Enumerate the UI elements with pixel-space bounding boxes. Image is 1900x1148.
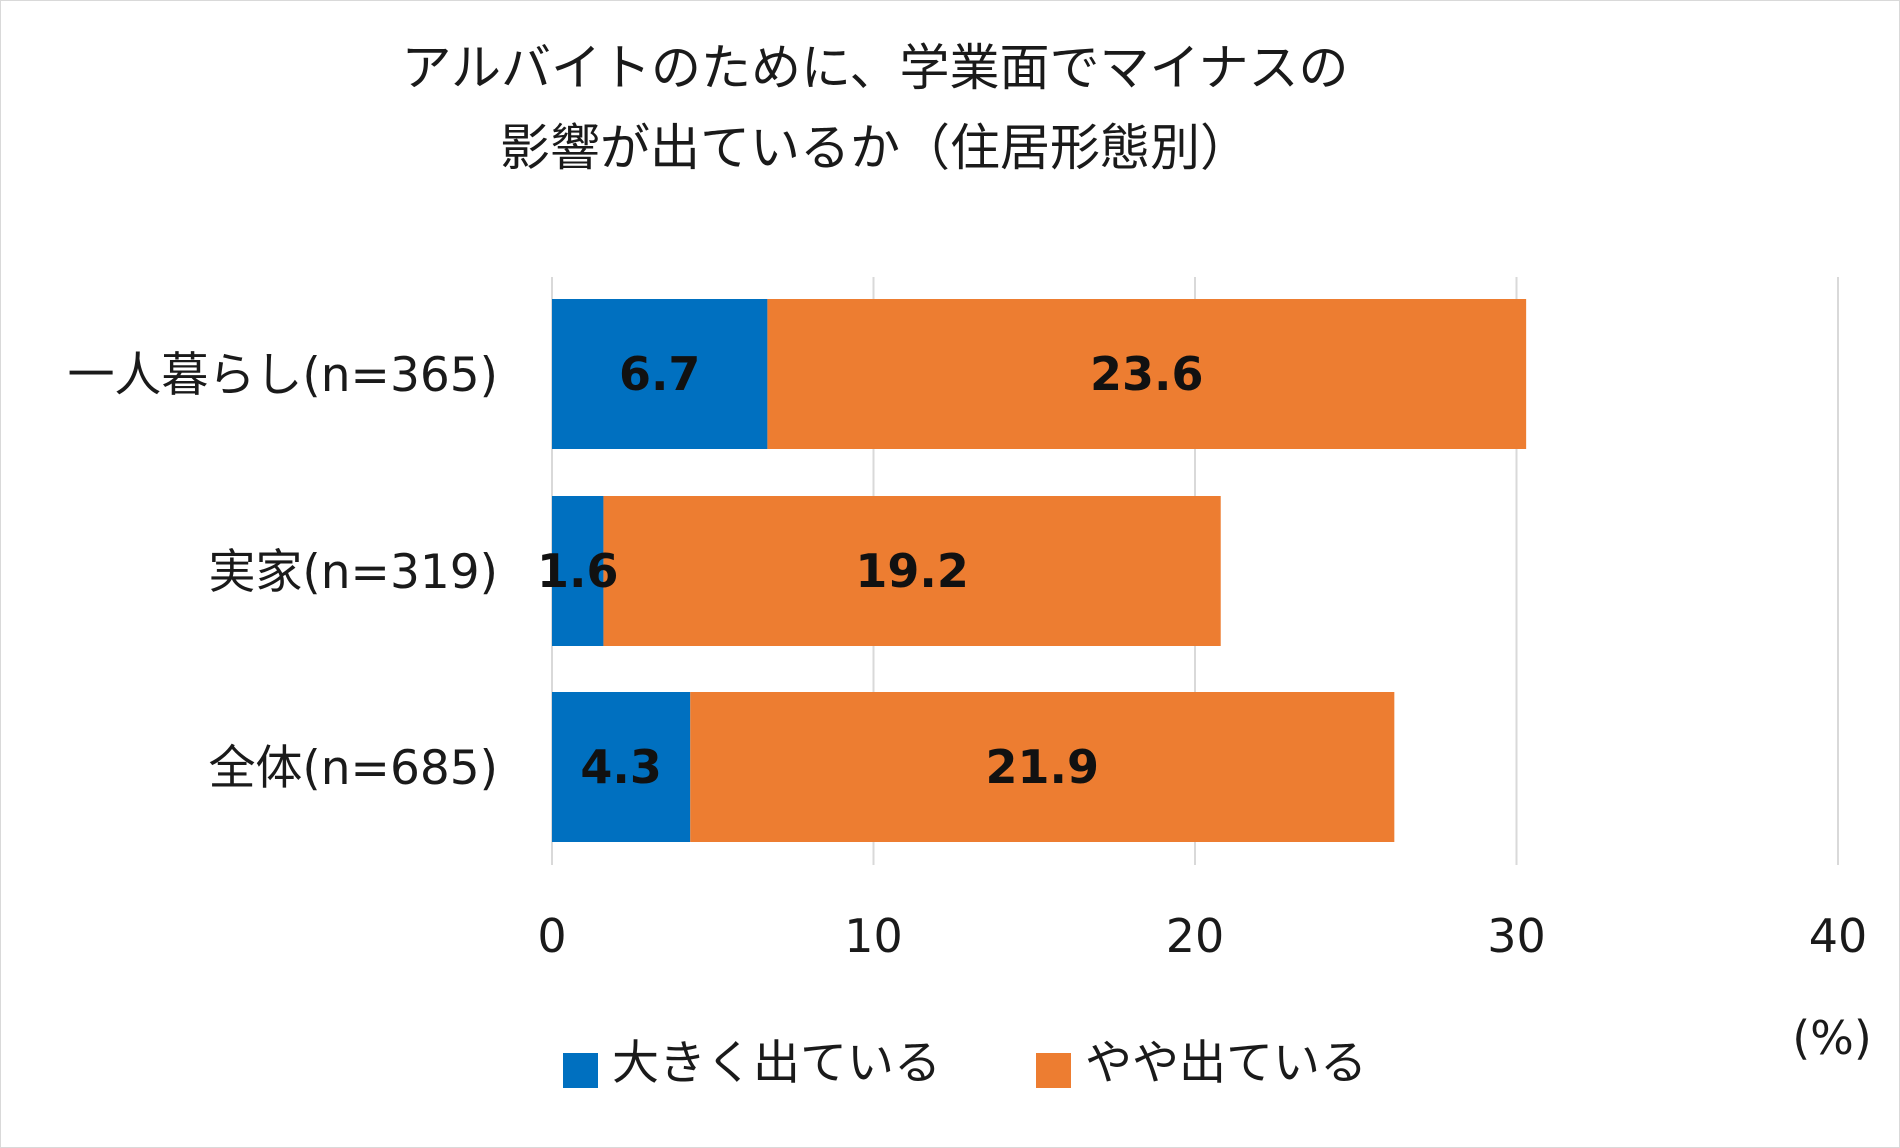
- category-label-0: 一人暮らし(n=365): [67, 348, 498, 403]
- x-tick-label-2: 20: [1166, 909, 1225, 963]
- data-label-2-series-0: 4.3: [580, 740, 662, 794]
- data-label-1-series-1: 19.2: [855, 544, 969, 598]
- bar-0-series-0: [552, 299, 768, 449]
- data-label-0-series-0: 6.7: [619, 347, 701, 401]
- x-tick-label-4: 40: [1809, 909, 1868, 963]
- bar-1-series-1: [603, 496, 1221, 646]
- x-tick-label-3: 30: [1487, 909, 1546, 963]
- x-tick-labels: 0 10 20 30 40: [537, 909, 1867, 963]
- data-label-0-series-1: 23.6: [1090, 347, 1204, 401]
- bar-1-series-0: [552, 496, 604, 646]
- legend-swatch-slight: [1036, 1053, 1071, 1088]
- data-label-1-series-0: 1.6: [537, 544, 619, 598]
- category-label-2: 全体(n=685): [208, 741, 498, 796]
- bar-2-series-1: [690, 692, 1395, 842]
- x-tick-label-1: 10: [844, 909, 903, 963]
- legend-label-large: 大きく出ている: [612, 1036, 941, 1091]
- chart-title-line-2: 影響が出ているか（住居形態別）: [500, 119, 1250, 177]
- category-label-1: 実家(n=319): [208, 545, 498, 600]
- bars: 6.7 23.6 1.6 19.2 4.3 21.9: [537, 299, 1527, 842]
- bar-2-series-0: [552, 692, 691, 842]
- category-labels: 一人暮らし(n=365) 実家(n=319) 全体(n=685): [67, 348, 498, 796]
- x-tick-label-0: 0: [537, 909, 566, 963]
- unit-label: (%): [1792, 1011, 1872, 1065]
- bar-0-series-1: [767, 299, 1527, 449]
- legend-label-slight: やや出ている: [1085, 1036, 1367, 1091]
- legend: 大きく出ている やや出ている: [563, 1036, 1367, 1091]
- chart-title-line-1: アルバイトのために、学業面でマイナスの: [402, 39, 1349, 97]
- data-label-2-series-1: 21.9: [986, 740, 1100, 794]
- legend-swatch-large: [563, 1053, 598, 1088]
